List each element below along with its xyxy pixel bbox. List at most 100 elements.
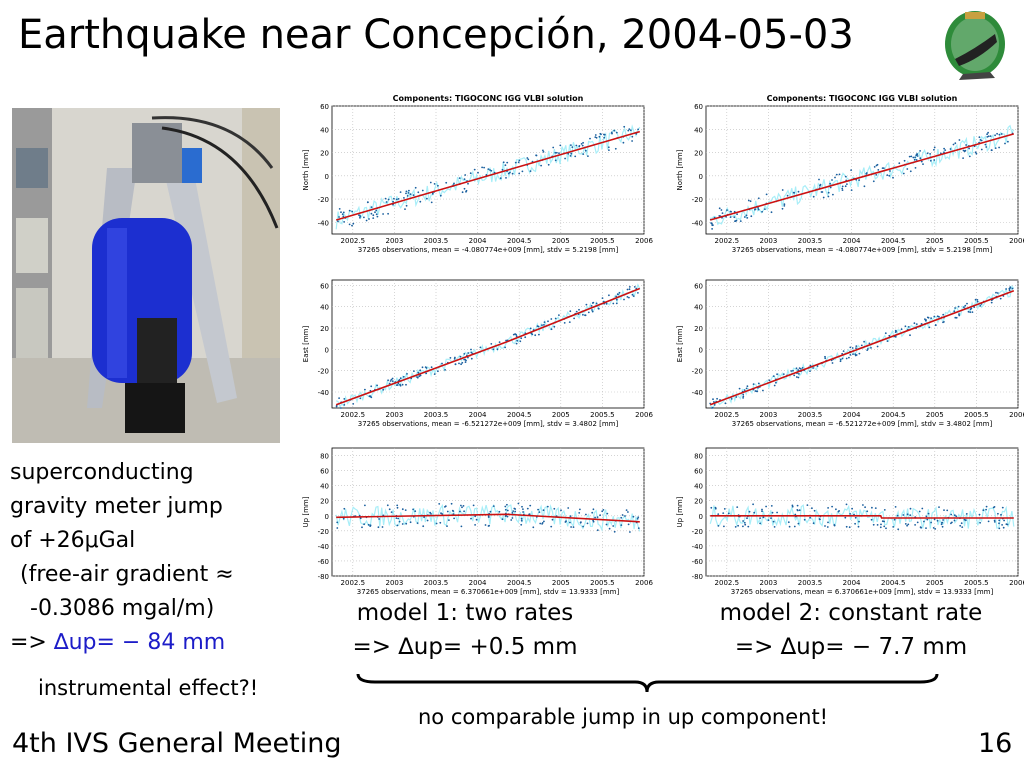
data-point	[499, 177, 502, 180]
data-point	[793, 525, 796, 528]
data-point	[742, 395, 745, 398]
data-point	[986, 133, 988, 136]
data-point	[359, 216, 361, 219]
data-point	[460, 363, 462, 366]
data-point	[888, 174, 891, 177]
data-point	[742, 520, 744, 522]
data-point	[723, 525, 725, 528]
data-point	[608, 527, 611, 530]
data-point	[528, 513, 531, 516]
chart-title: Components: TIGOCONC IGG VLBI solution	[393, 94, 584, 103]
data-point	[962, 157, 964, 159]
data-point	[759, 517, 761, 519]
data-point	[909, 514, 912, 516]
data-point	[399, 377, 402, 380]
data-point	[615, 302, 618, 305]
data-point	[501, 168, 504, 171]
data-point	[423, 516, 425, 518]
data-point	[458, 362, 460, 365]
data-point	[570, 526, 572, 528]
data-point	[980, 148, 983, 151]
data-point	[812, 367, 814, 369]
note-result-line: => ∆up= − 84 mm	[10, 626, 234, 660]
data-point	[336, 521, 339, 524]
data-point	[883, 525, 886, 528]
data-point	[743, 389, 746, 391]
data-point	[902, 514, 905, 516]
data-point	[338, 216, 340, 218]
data-point	[797, 522, 800, 525]
y-tick-label: -60	[318, 558, 329, 566]
data-point	[746, 385, 749, 388]
data-point	[628, 286, 631, 288]
data-point	[746, 517, 748, 520]
data-point	[881, 520, 884, 523]
data-point	[909, 334, 911, 337]
data-point	[387, 379, 389, 382]
data-point	[854, 522, 856, 525]
y-tick-label: 0	[699, 513, 703, 521]
data-point	[772, 520, 775, 523]
data-point	[512, 510, 515, 512]
x-tick-label: 2002.5	[715, 579, 740, 587]
data-point	[990, 301, 993, 304]
data-point	[450, 502, 453, 505]
data-point	[926, 152, 929, 155]
data-point	[897, 528, 900, 531]
data-point	[489, 510, 492, 513]
data-point	[714, 506, 717, 509]
data-point	[631, 140, 633, 142]
data-point	[1004, 142, 1006, 145]
x-tick-label: 2004.5	[507, 411, 532, 419]
data-point	[393, 197, 395, 200]
data-point	[839, 358, 842, 361]
y-tick-label: 20	[694, 325, 703, 333]
data-point	[364, 388, 366, 391]
chart-up-model1: -80 -60 -40 -20 0 20 40 60 80 2002.5 2003 2003.5 200…	[302, 447, 653, 596]
data-point	[448, 519, 450, 521]
data-point	[987, 135, 990, 138]
data-point	[762, 389, 764, 392]
data-point	[921, 507, 924, 510]
data-point	[747, 525, 750, 528]
data-point	[459, 510, 461, 513]
data-point	[595, 302, 598, 305]
data-point	[736, 506, 739, 508]
data-point	[953, 514, 956, 517]
data-point	[966, 302, 968, 305]
data-point	[437, 370, 439, 373]
data-point	[838, 173, 841, 176]
data-point	[854, 516, 857, 519]
data-point	[612, 302, 615, 305]
data-point	[444, 506, 446, 508]
data-point	[406, 373, 408, 375]
data-point	[850, 169, 852, 171]
data-point	[391, 380, 394, 383]
data-point	[996, 292, 999, 294]
data-point	[519, 340, 522, 343]
note-line: superconducting	[10, 460, 194, 485]
data-point	[430, 366, 433, 369]
data-point	[914, 524, 916, 526]
data-point	[406, 195, 409, 197]
data-point	[765, 193, 768, 196]
data-point	[739, 220, 742, 223]
y-tick-label: 0	[699, 346, 703, 354]
y-tick-label: -40	[318, 389, 329, 397]
data-point	[855, 354, 858, 356]
data-point	[879, 526, 882, 529]
y-tick-label: -80	[692, 573, 703, 581]
data-point	[560, 509, 562, 512]
x-tick-label: 2003	[385, 237, 403, 245]
data-point	[632, 515, 635, 518]
data-point	[368, 395, 371, 398]
data-point	[569, 155, 572, 157]
data-point	[993, 519, 996, 522]
data-point	[906, 524, 908, 527]
data-point	[520, 519, 523, 522]
data-point	[511, 512, 514, 514]
data-point	[596, 516, 599, 518]
data-point	[953, 519, 956, 522]
data-point	[470, 517, 472, 520]
data-point	[543, 321, 546, 323]
